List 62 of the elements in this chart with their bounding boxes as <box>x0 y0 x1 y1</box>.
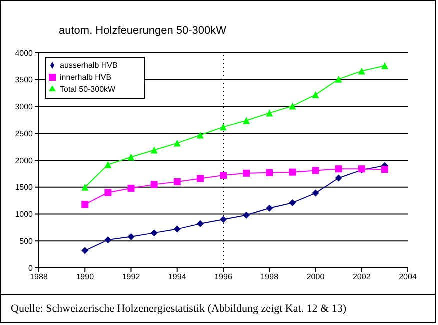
x-tick-label: 1992 <box>122 272 141 282</box>
point <box>266 169 274 176</box>
y-tick-label: 500 <box>20 236 34 246</box>
point <box>220 124 227 131</box>
x-tick-label: 1988 <box>30 272 48 282</box>
point <box>312 167 320 174</box>
point <box>312 91 320 98</box>
point <box>174 178 181 186</box>
point <box>150 230 158 237</box>
point <box>312 190 320 197</box>
point <box>174 140 181 147</box>
source-note: Quelle: Schweizerische Holzenergiestatistik (Abbildung zeigt Kat. 12 & 13) <box>1 294 435 323</box>
point <box>82 184 89 191</box>
point <box>174 226 181 233</box>
point <box>104 189 112 196</box>
point <box>150 181 158 188</box>
x-tick-label: 2002 <box>352 272 372 282</box>
point <box>220 172 227 180</box>
point <box>243 212 250 219</box>
point <box>104 236 112 244</box>
point <box>289 168 296 176</box>
x-tick-label: 1990 <box>76 272 95 282</box>
point <box>243 170 250 177</box>
legend-label: ausserhalb HVB <box>60 61 118 70</box>
chart-title: autom. Holzfeuerungen 50-300kW <box>59 25 227 37</box>
point <box>128 154 135 161</box>
point <box>196 132 204 139</box>
point <box>381 166 388 174</box>
point <box>150 146 158 154</box>
y-tick-label: 2000 <box>15 156 34 166</box>
point <box>220 216 227 224</box>
point <box>335 76 342 83</box>
y-tick-label: 1000 <box>15 210 34 220</box>
point <box>335 174 342 182</box>
point <box>266 110 274 117</box>
point <box>289 199 296 206</box>
point <box>289 102 296 110</box>
point <box>128 233 135 240</box>
x-tick-label: 1996 <box>214 272 233 282</box>
x-tick-label: 1994 <box>168 272 187 282</box>
y-tick-label: 2500 <box>15 129 34 138</box>
point <box>128 184 135 192</box>
y-tick-label: 0 <box>28 264 34 273</box>
point <box>358 68 366 75</box>
y-tick-label: 4000 <box>15 48 34 58</box>
y-tick-label: 3500 <box>15 76 34 85</box>
x-tick-label: 2004 <box>399 272 418 282</box>
point <box>196 220 204 228</box>
point <box>196 175 204 182</box>
point <box>266 204 274 212</box>
point <box>381 62 388 70</box>
point <box>335 166 342 173</box>
x-tick-label: 1998 <box>260 272 280 282</box>
point <box>104 161 112 168</box>
x-tick-label: 2000 <box>306 272 326 282</box>
legend-label: innerhalb HVB <box>60 73 112 82</box>
legend-label: Total 50-300kW <box>60 85 116 94</box>
point <box>243 117 250 124</box>
point <box>82 201 89 208</box>
point <box>82 247 89 254</box>
y-tick-label: 3000 <box>15 102 34 112</box>
y-tick-label: 1500 <box>15 183 34 192</box>
